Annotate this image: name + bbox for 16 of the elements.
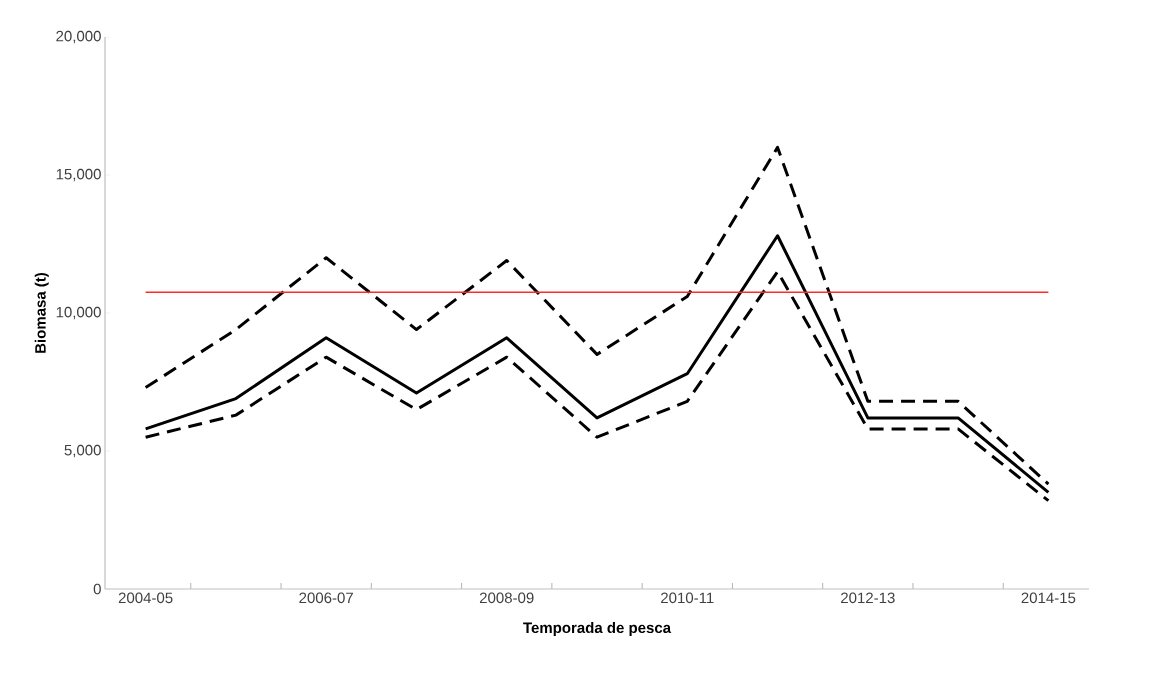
y-tick-label: 0 <box>93 583 101 595</box>
y-axis-title: Biomasa (t) <box>34 272 49 353</box>
y-tick-label: 10,000 <box>56 306 101 320</box>
line-series <box>144 234 1050 494</box>
x-tick-label: 2010-11 <box>661 592 714 604</box>
x-tick-label: 2006-07 <box>299 592 353 604</box>
y-tick-label: 5,000 <box>64 444 101 458</box>
x-tick-label: 2014-15 <box>1021 592 1076 604</box>
x-tick-label: 2008-09 <box>479 592 534 604</box>
x-axis-title: Temporada de pesca <box>523 622 672 636</box>
x-tick-label: 2012-13 <box>841 592 895 604</box>
y-tick-label: 15,000 <box>56 168 101 182</box>
x-tick-label: 2004-05 <box>118 592 173 604</box>
y-tick-label: 20,000 <box>56 30 101 44</box>
line-series <box>144 270 1050 503</box>
line-series <box>144 145 1050 486</box>
